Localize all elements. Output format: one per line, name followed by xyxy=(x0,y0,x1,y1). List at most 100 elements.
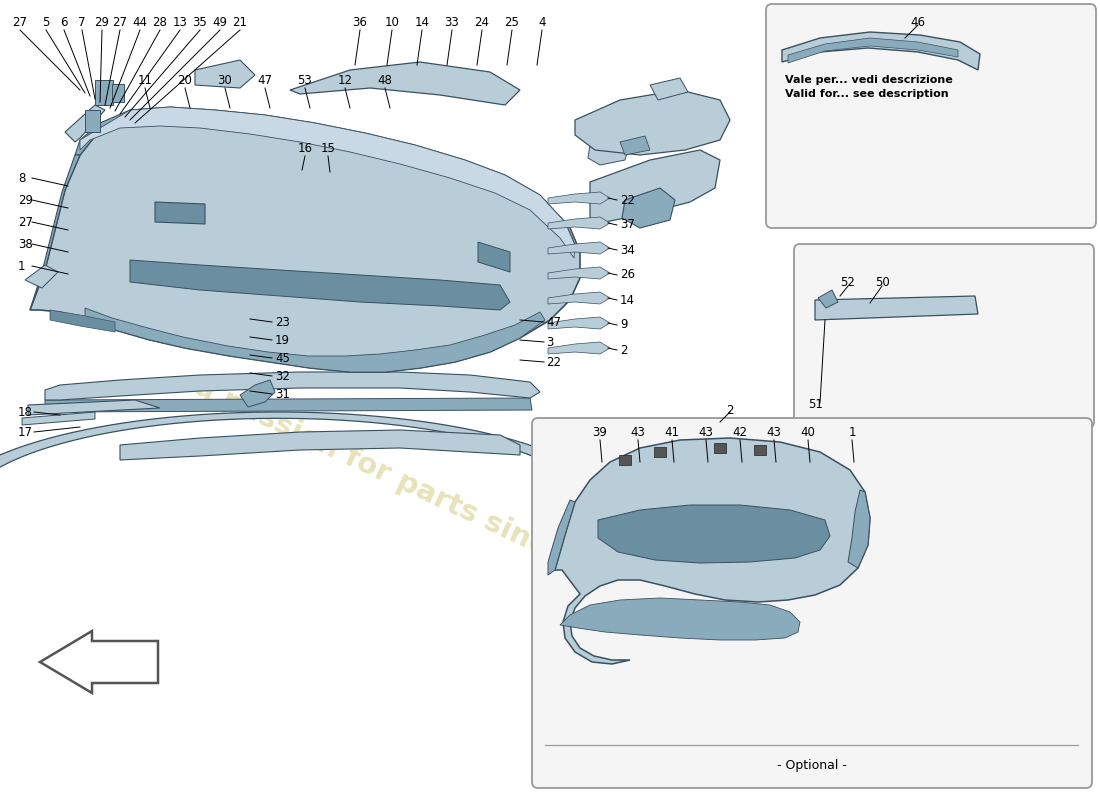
Polygon shape xyxy=(112,84,124,102)
Polygon shape xyxy=(575,90,730,155)
Text: 33: 33 xyxy=(444,15,460,29)
Polygon shape xyxy=(85,110,100,132)
Polygon shape xyxy=(75,107,580,252)
Polygon shape xyxy=(30,112,580,372)
Text: 7: 7 xyxy=(78,15,86,29)
Text: 11: 11 xyxy=(138,74,153,86)
Polygon shape xyxy=(788,38,958,63)
Text: Valid for... see description: Valid for... see description xyxy=(785,89,948,99)
Text: 21: 21 xyxy=(232,15,248,29)
Polygon shape xyxy=(120,430,520,460)
Text: 29: 29 xyxy=(95,15,110,29)
Text: 31: 31 xyxy=(275,387,290,401)
Text: 47: 47 xyxy=(257,74,273,86)
Polygon shape xyxy=(45,398,532,412)
Text: 4: 4 xyxy=(538,15,546,29)
Polygon shape xyxy=(590,150,720,225)
Polygon shape xyxy=(478,242,510,272)
FancyBboxPatch shape xyxy=(766,4,1096,228)
Text: 6: 6 xyxy=(60,15,68,29)
Text: 30: 30 xyxy=(218,74,232,86)
Text: 23: 23 xyxy=(275,315,290,329)
Polygon shape xyxy=(621,188,675,228)
Text: 8: 8 xyxy=(18,171,25,185)
Polygon shape xyxy=(548,192,610,204)
Polygon shape xyxy=(556,438,870,664)
Text: 29: 29 xyxy=(18,194,33,206)
Text: 53: 53 xyxy=(298,74,312,86)
Text: 22: 22 xyxy=(620,194,635,206)
Polygon shape xyxy=(548,317,610,329)
Polygon shape xyxy=(30,155,80,310)
Text: 42: 42 xyxy=(733,426,748,438)
Polygon shape xyxy=(619,455,631,465)
Polygon shape xyxy=(620,136,650,155)
Polygon shape xyxy=(0,412,614,544)
Text: 26: 26 xyxy=(620,269,635,282)
Text: 48: 48 xyxy=(377,74,393,86)
Polygon shape xyxy=(815,296,978,320)
Text: 25: 25 xyxy=(505,15,519,29)
Text: 27: 27 xyxy=(112,15,128,29)
Text: 9: 9 xyxy=(620,318,627,331)
Polygon shape xyxy=(28,400,160,415)
Text: 16: 16 xyxy=(297,142,312,154)
Polygon shape xyxy=(25,265,58,288)
Text: 20: 20 xyxy=(177,74,192,86)
Polygon shape xyxy=(65,105,104,142)
Polygon shape xyxy=(548,342,610,354)
Text: 1: 1 xyxy=(18,259,25,273)
Polygon shape xyxy=(155,202,205,224)
Text: 40: 40 xyxy=(801,426,815,438)
FancyArrow shape xyxy=(40,631,158,693)
Text: 43: 43 xyxy=(698,426,714,438)
Polygon shape xyxy=(50,310,116,332)
Polygon shape xyxy=(650,78,688,100)
Polygon shape xyxy=(22,412,95,425)
FancyBboxPatch shape xyxy=(532,418,1092,788)
Text: 47: 47 xyxy=(546,315,561,329)
Text: 50: 50 xyxy=(874,275,890,289)
Text: 27: 27 xyxy=(12,15,28,29)
Text: 39: 39 xyxy=(593,426,607,438)
Polygon shape xyxy=(560,598,800,640)
Polygon shape xyxy=(195,60,255,88)
Text: 36: 36 xyxy=(353,15,367,29)
Polygon shape xyxy=(598,505,830,563)
Text: 28: 28 xyxy=(153,15,167,29)
Polygon shape xyxy=(818,290,838,308)
Polygon shape xyxy=(95,80,113,105)
Polygon shape xyxy=(80,107,575,258)
Text: 51: 51 xyxy=(808,398,823,411)
Text: 19: 19 xyxy=(275,334,290,346)
Text: 34: 34 xyxy=(620,243,635,257)
Text: 44: 44 xyxy=(132,15,147,29)
Polygon shape xyxy=(588,135,630,165)
Polygon shape xyxy=(548,267,610,279)
Text: - Optional -: - Optional - xyxy=(777,758,847,771)
Polygon shape xyxy=(290,62,520,105)
Polygon shape xyxy=(85,308,544,372)
Polygon shape xyxy=(848,490,870,568)
Text: 45: 45 xyxy=(275,351,290,365)
Text: 3: 3 xyxy=(546,335,553,349)
Text: 2: 2 xyxy=(726,403,734,417)
Text: 24: 24 xyxy=(474,15,490,29)
Text: 17: 17 xyxy=(18,426,33,438)
Text: 14: 14 xyxy=(620,294,635,306)
Text: 43: 43 xyxy=(630,426,646,438)
Polygon shape xyxy=(130,260,510,310)
Text: 38: 38 xyxy=(18,238,33,250)
Polygon shape xyxy=(548,217,610,229)
Text: 15: 15 xyxy=(320,142,336,154)
Text: 14: 14 xyxy=(415,15,429,29)
Polygon shape xyxy=(754,445,766,455)
Text: 35: 35 xyxy=(192,15,208,29)
Text: 1: 1 xyxy=(848,426,856,438)
Text: 5: 5 xyxy=(42,15,50,29)
Text: 32: 32 xyxy=(275,370,290,382)
Polygon shape xyxy=(714,443,726,453)
Polygon shape xyxy=(548,292,610,304)
Text: a passion for parts since 1985: a passion for parts since 1985 xyxy=(189,373,650,607)
Polygon shape xyxy=(654,447,666,457)
